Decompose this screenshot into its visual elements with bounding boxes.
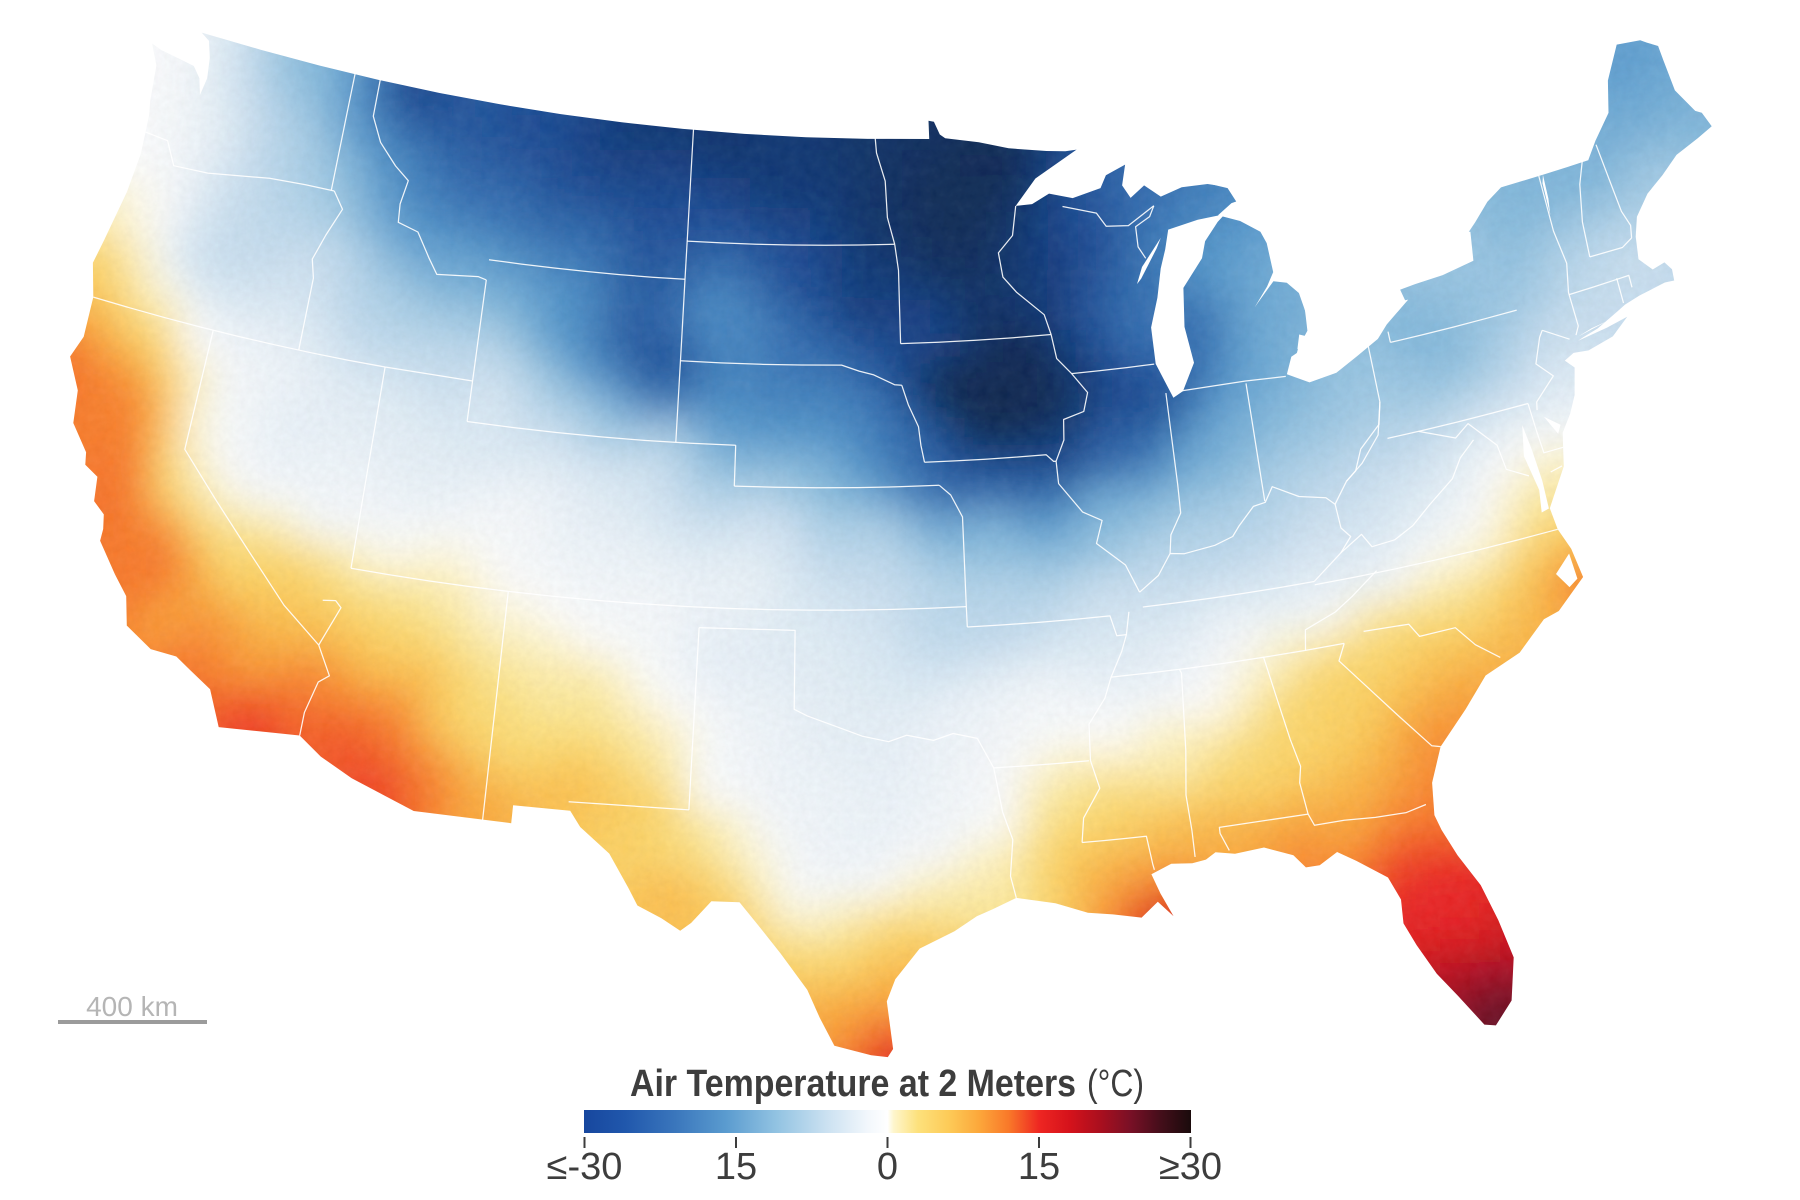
svg-text:0: 0 [877,1146,898,1188]
svg-text:15: 15 [715,1146,757,1188]
svg-text:15: 15 [1018,1146,1060,1188]
svg-text:Air Temperature at 2 Meters: Air Temperature at 2 Meters [630,1063,1076,1105]
svg-text:≥30: ≥30 [1159,1146,1222,1188]
svg-text:(°C): (°C) [1087,1063,1144,1105]
svg-text:≤-30: ≤-30 [547,1146,623,1188]
svg-text:400 km: 400 km [86,991,178,1022]
